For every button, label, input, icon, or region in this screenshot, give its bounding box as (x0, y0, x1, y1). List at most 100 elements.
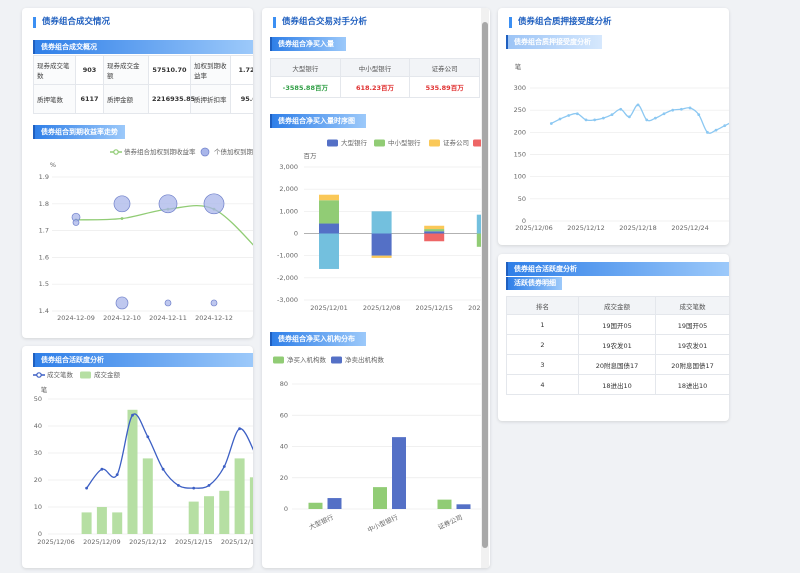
cell: 19国开05 (655, 314, 729, 335)
point (723, 124, 727, 128)
y-tick-label: -1,000 (277, 252, 298, 260)
header-cell: 成交笔数 (655, 296, 729, 315)
point (601, 116, 605, 120)
bar-segment (424, 233, 445, 242)
legend-label: 净卖出机构数 (345, 355, 385, 364)
y-tick-label: 30 (34, 449, 42, 457)
section-header: 债券组合成交概况 (33, 40, 253, 54)
x-tick-label: 2025/12/18 (619, 224, 656, 232)
cell: 57510.70 (148, 55, 191, 85)
x-tick-label: 2025/12/22 (468, 304, 481, 312)
detail-table: 排名 成交金额 成交笔数 1 19国开05 19国开05 2 19农发01 19农发01… (506, 296, 729, 395)
bar-segment (319, 233, 339, 269)
cell: 535.89百万 (409, 76, 480, 98)
cell: 20附息国债17 (655, 354, 729, 375)
cell: 1.7229 (230, 55, 253, 85)
y-tick-label: 1.5 (39, 280, 49, 288)
point (706, 130, 709, 134)
y-tick-label: 1,000 (279, 207, 298, 215)
x-tick-label: 2025/12/01 (310, 304, 347, 312)
x-tick-label: 2025/12/15 (415, 304, 452, 312)
chart: 0 50 100 150 200 250 300 笔 2025/12/06 2025/12/12 2… (514, 62, 729, 232)
summary-row: 质押笔数 6117 质押金额 2216935.85 质押折扣率 95.60 (33, 84, 253, 114)
bar (437, 499, 452, 509)
chart: 0 20 40 60 80 大型银行 中小型银行 证券公司 净买入机构数 净卖出机构数 (273, 355, 481, 534)
scrollbar-thumb[interactable] (482, 22, 488, 548)
line (551, 104, 729, 134)
x-tick-label: 2025/12/12 (129, 538, 166, 546)
activity-detail-card: 债券组合活跃度分析 活跃债券明细 排名 成交金额 成交笔数 1 19国开05 19国… (498, 254, 729, 421)
cell: 19农发01 (578, 334, 656, 355)
point (697, 113, 701, 116)
point (161, 467, 165, 471)
section-header: 债券组合活跃度分析 (33, 353, 253, 367)
y-tick-label: 80 (280, 380, 288, 388)
cell: 2216935.85 (148, 84, 195, 114)
cell: 618.23百万 (339, 76, 411, 98)
header-cell: 成交金额 (578, 296, 656, 315)
bar (188, 501, 199, 534)
card-title: 债券组合成交情况 (33, 17, 110, 28)
cell: 现券成交金额 (103, 55, 149, 85)
legend-icon (473, 139, 481, 147)
point (627, 115, 631, 119)
bubble (164, 299, 172, 307)
point (636, 103, 640, 107)
point (238, 427, 242, 431)
cell: 现券成交笔数 (33, 55, 76, 85)
bar (219, 490, 230, 534)
chart: -3,000 -2,000 -1,000 0 1,000 2,000 3,000 百万 2025… (277, 138, 481, 312)
bar (81, 512, 92, 534)
bubble (210, 299, 218, 307)
line (86, 413, 253, 489)
point (558, 117, 562, 121)
cell: 903 (75, 55, 104, 85)
legend-label: 证券公司 (443, 138, 469, 147)
legend-label: 大型银行 (341, 138, 368, 147)
point (177, 484, 180, 487)
bubble (72, 219, 80, 226)
row: 2 19农发01 19农发01 (506, 334, 729, 355)
point (679, 107, 683, 111)
point (593, 118, 597, 122)
y-tick-label: 1.9 (39, 173, 49, 181)
point (619, 107, 623, 111)
bar (234, 458, 245, 534)
point (662, 112, 666, 116)
card-title: 债券组合交易对手分析 (273, 17, 367, 28)
y-tick-label: -3,000 (277, 296, 298, 304)
bar (127, 409, 138, 534)
y-tick-label: 250 (514, 106, 526, 114)
cell: 19农发01 (655, 334, 729, 355)
y-tick-label: 300 (514, 84, 526, 92)
y-tick-label: 0 (522, 217, 526, 225)
legend-label: 个债加权到期收益率 (214, 147, 253, 156)
bar-segment (371, 233, 392, 256)
y-tick-label: 0 (294, 230, 298, 238)
point (115, 473, 119, 476)
cell: 19国开05 (578, 314, 656, 335)
bar (456, 504, 471, 509)
bar-segment (319, 194, 339, 201)
section-header: 债券组合净买入量时序图 (270, 114, 366, 128)
point (207, 484, 211, 487)
y-axis-label: 笔 (41, 385, 48, 394)
chart: 0 10 20 30 40 50笔 2025/12/06 2025/12/09 2025/12/… (33, 370, 253, 546)
cell: 2 (506, 334, 579, 355)
bar (142, 458, 153, 534)
legend-label: 成交金额 (94, 370, 121, 379)
legend-label: 债券组合加权到期收益率 (124, 147, 196, 156)
row: 1 19国开05 19国开05 (506, 314, 729, 335)
point (222, 465, 226, 468)
section-header: 债券组合活跃度分析 (506, 262, 729, 276)
y-tick-label: 40 (280, 443, 288, 451)
cell: 18进出10 (655, 374, 729, 395)
point (192, 486, 196, 490)
legend-icon (36, 372, 42, 378)
bubble (158, 194, 178, 214)
bar (204, 496, 214, 534)
x-tick-label: 2024-12-11 (149, 314, 187, 322)
line (75, 204, 253, 246)
point (645, 118, 649, 122)
